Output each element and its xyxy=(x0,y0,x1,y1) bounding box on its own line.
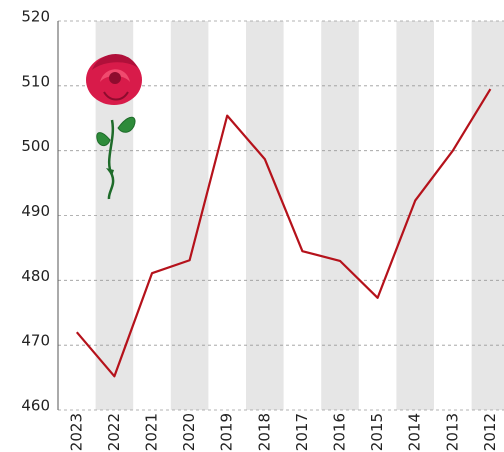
y-tick-label: 510 xyxy=(21,72,50,90)
x-tick-label: 2019 xyxy=(218,413,236,451)
x-tick-label: 2018 xyxy=(255,413,273,451)
x-tick-label: 2014 xyxy=(406,413,424,451)
x-tick-label: 2017 xyxy=(293,413,311,451)
y-tick-label: 490 xyxy=(21,202,50,220)
y-tick-label: 520 xyxy=(21,8,50,26)
plot: 2023 2022 2021 2020 2019 2018 2017 2016 2015 2014… xyxy=(21,8,499,452)
x-tick-label: 2016 xyxy=(331,413,349,451)
x-tick-label: 2015 xyxy=(368,413,386,451)
y-tick-label: 480 xyxy=(21,267,50,285)
y-tick-label: 500 xyxy=(21,137,50,155)
x-tick-label: 2012 xyxy=(481,413,499,451)
x-tick-label: 2021 xyxy=(143,413,161,451)
x-tick-label: 2013 xyxy=(443,413,461,451)
y-tick-label: 470 xyxy=(21,332,50,350)
x-tick-label: 2023 xyxy=(67,413,85,451)
x-tick-label: 2020 xyxy=(180,413,198,451)
line-series xyxy=(75,88,492,378)
band xyxy=(471,21,504,410)
y-tick-label: 460 xyxy=(21,397,50,415)
x-tick-label: 2022 xyxy=(105,413,123,451)
rose-illustration xyxy=(86,53,142,200)
